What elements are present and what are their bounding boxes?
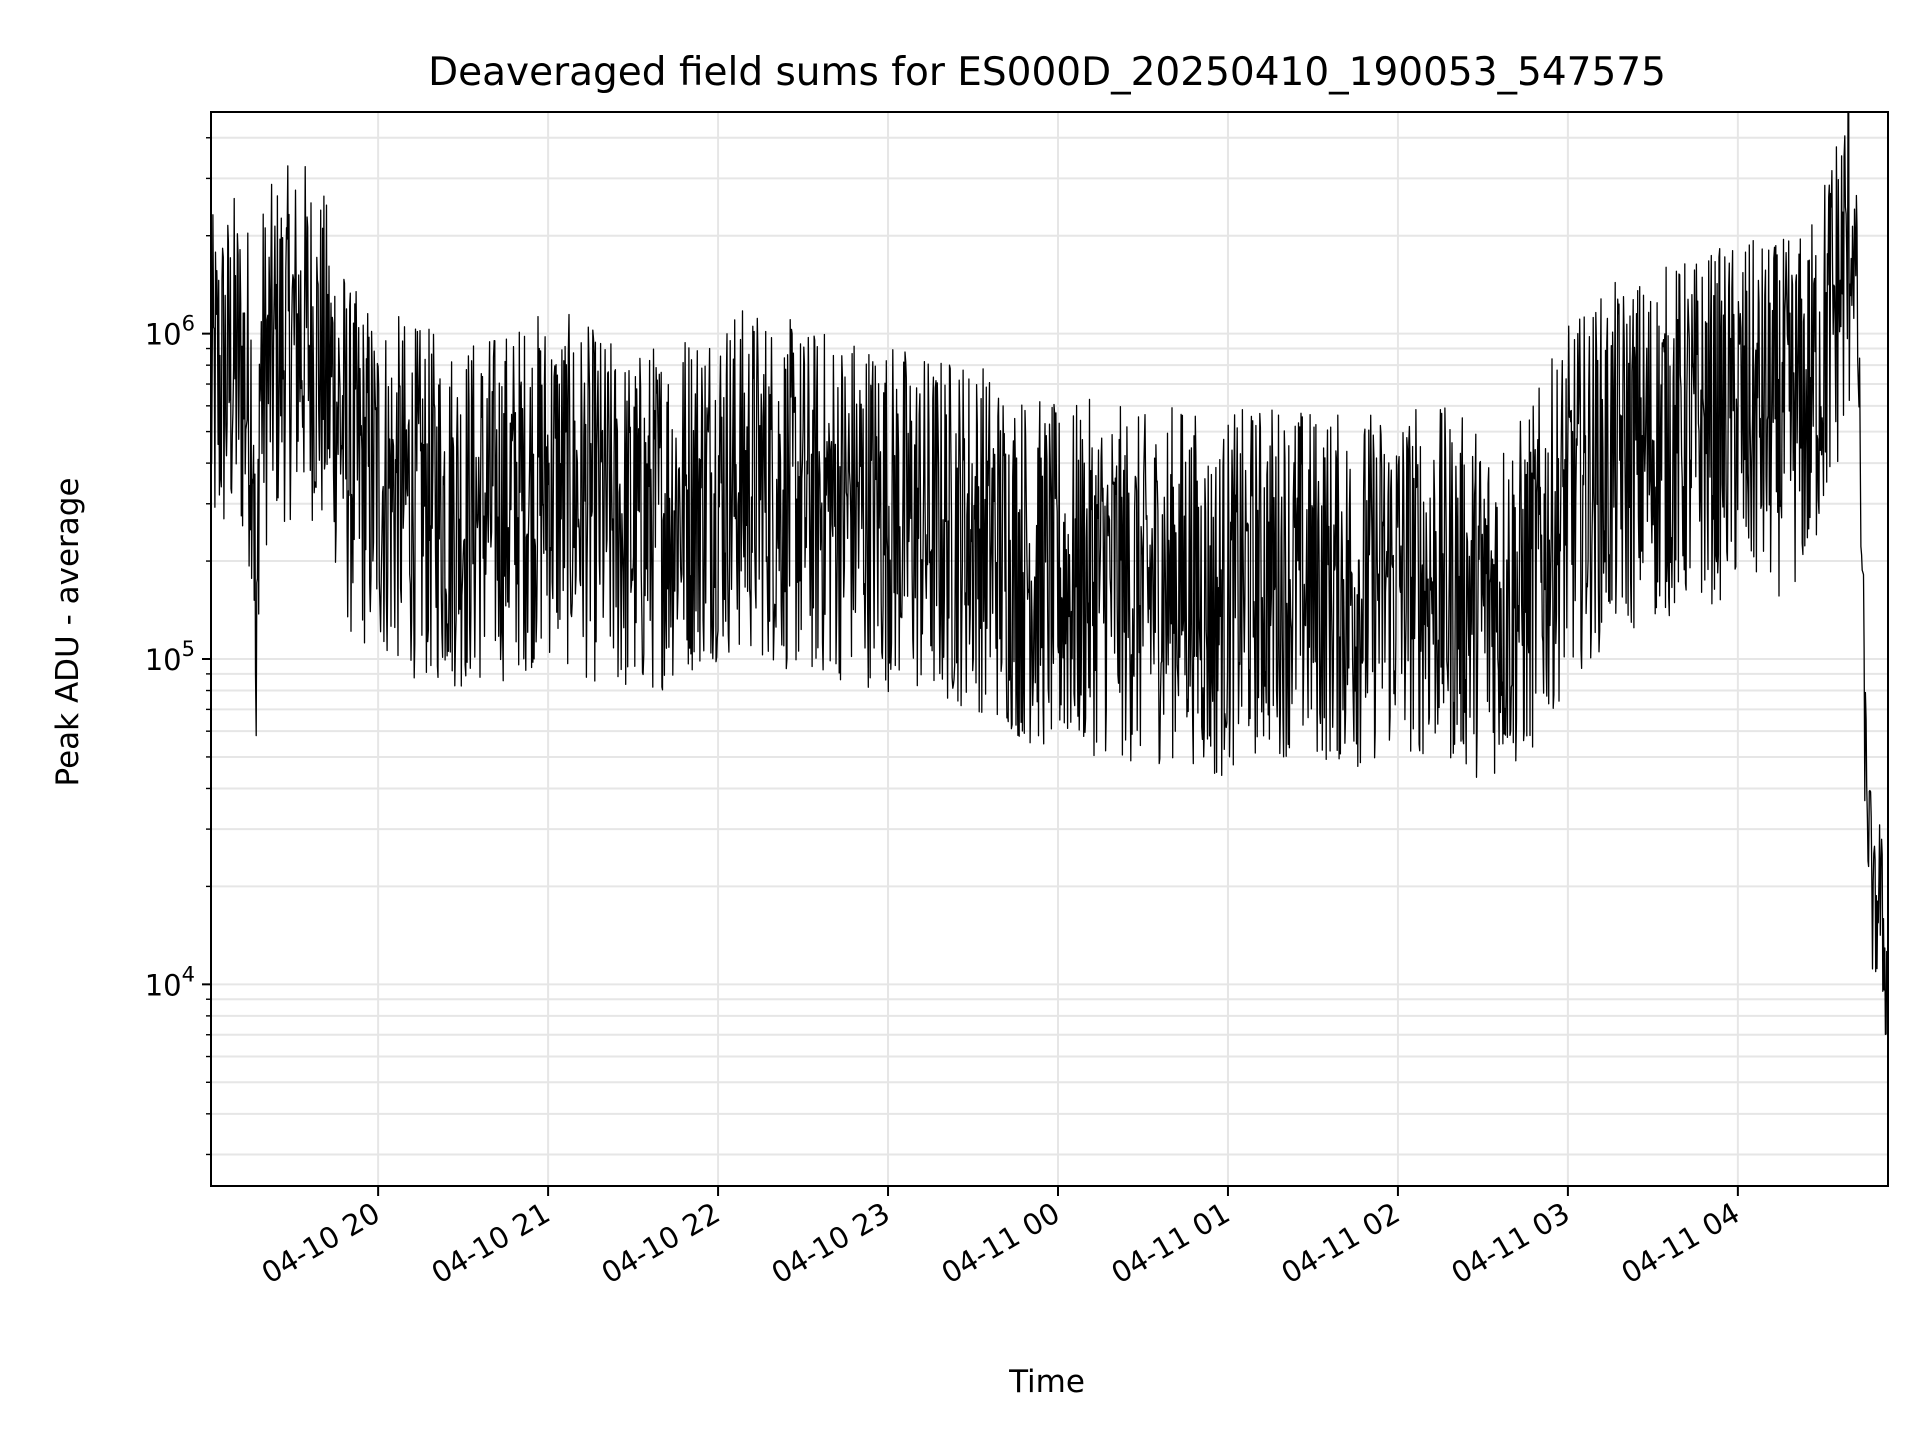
y-tick-label: 105 bbox=[145, 637, 195, 677]
y-tick-exponent: 4 bbox=[182, 962, 195, 986]
y-tick-base: 10 bbox=[145, 318, 182, 352]
y-tick-label: 104 bbox=[145, 962, 195, 1002]
series-line bbox=[211, 112, 1888, 1036]
y-tick-exponent: 5 bbox=[182, 637, 195, 661]
y-tick-exponent: 6 bbox=[182, 312, 195, 336]
y-tick-base: 10 bbox=[145, 643, 182, 677]
y-axis-title: Peak ADU - average bbox=[50, 477, 86, 786]
plot-frame bbox=[210, 111, 1889, 1187]
x-axis-title: Time bbox=[1008, 1364, 1085, 1400]
chart-title: Deaveraged field sums for ES000D_2025041… bbox=[428, 50, 1666, 95]
data-area bbox=[211, 112, 1888, 1036]
y-tick-label: 106 bbox=[145, 312, 195, 352]
y-tick-base: 10 bbox=[145, 968, 182, 1002]
